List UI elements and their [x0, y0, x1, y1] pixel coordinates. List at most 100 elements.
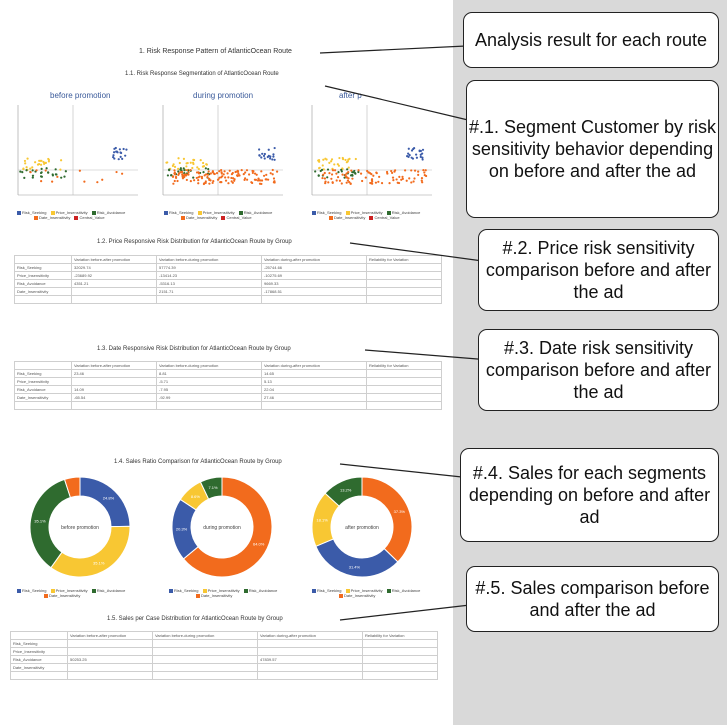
scatter-point-risk-avoidance — [31, 169, 34, 172]
scatter-point-date-insensitivity — [101, 178, 104, 181]
scatter-point-date-insensitivity — [367, 171, 370, 174]
scatter-point-risk-avoidance — [192, 176, 195, 179]
scatter-point-date-insensitivity — [336, 176, 340, 179]
scatter-point-date-insensitivity — [350, 169, 353, 172]
scatter-point-risk-avoidance — [40, 171, 43, 174]
scatter-point-risk-seeking — [112, 154, 115, 157]
scatter-point-risk-seeking — [112, 155, 115, 159]
scatter-point-risk-seeking — [415, 156, 419, 159]
scatter-point-risk-avoidance — [60, 176, 63, 179]
scatter-point-price-insensitivity — [317, 159, 321, 162]
price-risk-table: Variation before-after promotion Variatio… — [14, 255, 442, 304]
scatter-point-price-insensitivity — [22, 168, 25, 171]
scatter-point-date-insensitivity — [423, 171, 426, 174]
scatter-point-date-insensitivity — [230, 176, 233, 180]
scatter-point-price-insensitivity — [205, 163, 208, 166]
scatter-point-risk-seeking — [408, 154, 411, 157]
scatter-point-risk-avoidance — [317, 174, 320, 177]
scatter-point-price-insensitivity — [171, 164, 175, 167]
scatter-point-price-insensitivity — [39, 163, 43, 166]
donut-slice-risk-avoidance — [199, 476, 223, 500]
scatter-point-price-insensitivity — [42, 160, 45, 164]
scatter-point-risk-seeking — [121, 157, 124, 160]
scatter-point-risk-seeking — [271, 158, 274, 161]
scatter-point-date-insensitivity — [222, 173, 225, 176]
section-1-5-title: 1.5. Sales per Case Distribution for Atl… — [107, 616, 283, 622]
scatter-point-risk-avoidance — [349, 174, 353, 177]
scatter-point-date-insensitivity — [232, 177, 235, 180]
scatter-point-date-insensitivity — [400, 178, 403, 181]
scatter-point-date-insensitivity — [331, 181, 334, 184]
scatter-point-risk-seeking — [266, 155, 269, 159]
scatter-point-date-insensitivity — [240, 169, 243, 172]
scatter-point-date-insensitivity — [264, 178, 267, 181]
scatter-point-date-insensitivity — [207, 170, 210, 173]
scatter-point-date-insensitivity — [215, 172, 219, 175]
scatter-point-date-insensitivity — [330, 173, 334, 176]
scatter-point-date-insensitivity — [173, 179, 176, 183]
scatter-point-risk-avoidance — [63, 175, 66, 178]
scatter-plots — [17, 105, 432, 196]
scatter-point-date-insensitivity — [96, 181, 99, 184]
scatter-point-date-insensitivity — [377, 180, 380, 183]
donut-data-label: 35.1% — [34, 518, 46, 523]
scatter-point-date-insensitivity — [189, 180, 192, 183]
scatter-point-risk-seeking — [263, 152, 266, 156]
scatter-point-risk-seeking — [421, 158, 424, 161]
scatter-point-date-insensitivity — [193, 179, 196, 182]
scatter-point-risk-seeking — [118, 148, 121, 151]
scatter-point-date-insensitivity — [244, 171, 247, 174]
scatter-point-price-insensitivity — [318, 160, 321, 163]
scatter-point-risk-seeking — [421, 156, 424, 159]
scatter-point-date-insensitivity — [227, 176, 230, 179]
scatter-point-risk-avoidance — [337, 171, 340, 174]
scatter-point-date-insensitivity — [211, 181, 214, 185]
scatter-point-date-insensitivity — [374, 181, 378, 184]
scatter-point-date-insensitivity — [173, 171, 177, 174]
scatter-point-date-insensitivity — [185, 178, 188, 182]
scatter-point-date-insensitivity — [218, 176, 221, 179]
scatter-point-date-insensitivity — [346, 179, 350, 182]
donut-data-label: 18.1% — [316, 518, 328, 523]
scatter-point-date-insensitivity — [351, 177, 354, 180]
scatter-point-price-insensitivity — [328, 161, 331, 164]
scatter-point-date-insensitivity — [226, 172, 229, 175]
scatter-point-date-insensitivity — [218, 170, 221, 173]
scatter-point-price-insensitivity — [34, 161, 37, 164]
scatter-point-price-insensitivity — [39, 159, 42, 162]
callout-date-risk: #.3. Date risk sensitivity comparison be… — [478, 329, 719, 411]
donut-data-label: 20.3% — [176, 527, 188, 532]
scatter-point-date-insensitivity — [321, 176, 324, 180]
donut-charts: 24.8% 35.1% 35.1% before promotion 64.0% 20.3… — [29, 476, 413, 578]
scatter-point-date-insensitivity — [345, 181, 348, 184]
scatter-point-date-insensitivity — [404, 169, 407, 172]
scatter-point-price-insensitivity — [322, 158, 325, 161]
scatter-point-date-insensitivity — [388, 182, 391, 185]
scatter-point-date-insensitivity — [255, 173, 258, 176]
scatter-point-date-insensitivity — [333, 169, 337, 172]
scatter-point-date-insensitivity — [347, 177, 350, 180]
scatter-point-risk-avoidance — [343, 176, 346, 179]
scatter-point-price-insensitivity — [347, 166, 350, 169]
scatter-point-date-insensitivity — [115, 170, 118, 174]
report-title: 1. Risk Response Pattern of AtlanticOcea… — [139, 48, 292, 55]
scatter-point-risk-avoidance — [54, 168, 57, 171]
scatter-point-date-insensitivity — [230, 180, 233, 183]
scatter-point-date-insensitivity — [396, 181, 399, 184]
section-1-3-title: 1.3. Date Responsive Risk Distribution f… — [97, 346, 291, 352]
scatter-point-date-insensitivity — [267, 178, 270, 181]
scatter-point-date-insensitivity — [372, 174, 375, 177]
scatter-point-risk-seeking — [273, 158, 276, 161]
scatter-point-date-insensitivity — [204, 181, 207, 185]
scatter-point-risk-seeking — [407, 152, 410, 155]
scatter-legend-1: Risk_Seeking Price_Insensitivity Risk_Av… — [14, 210, 125, 220]
donut-center-label: before promotion — [61, 525, 99, 531]
scatter-point-risk-avoidance — [166, 174, 170, 177]
scatter-point-date-insensitivity — [237, 172, 240, 175]
scatter-point-risk-seeking — [258, 148, 261, 151]
scatter-point-date-insensitivity — [78, 169, 81, 172]
scatter-point-price-insensitivity — [325, 158, 328, 161]
scatter-point-date-insensitivity — [40, 180, 43, 183]
scatter-point-risk-seeking — [406, 155, 409, 158]
scatter-point-date-insensitivity — [211, 170, 214, 174]
